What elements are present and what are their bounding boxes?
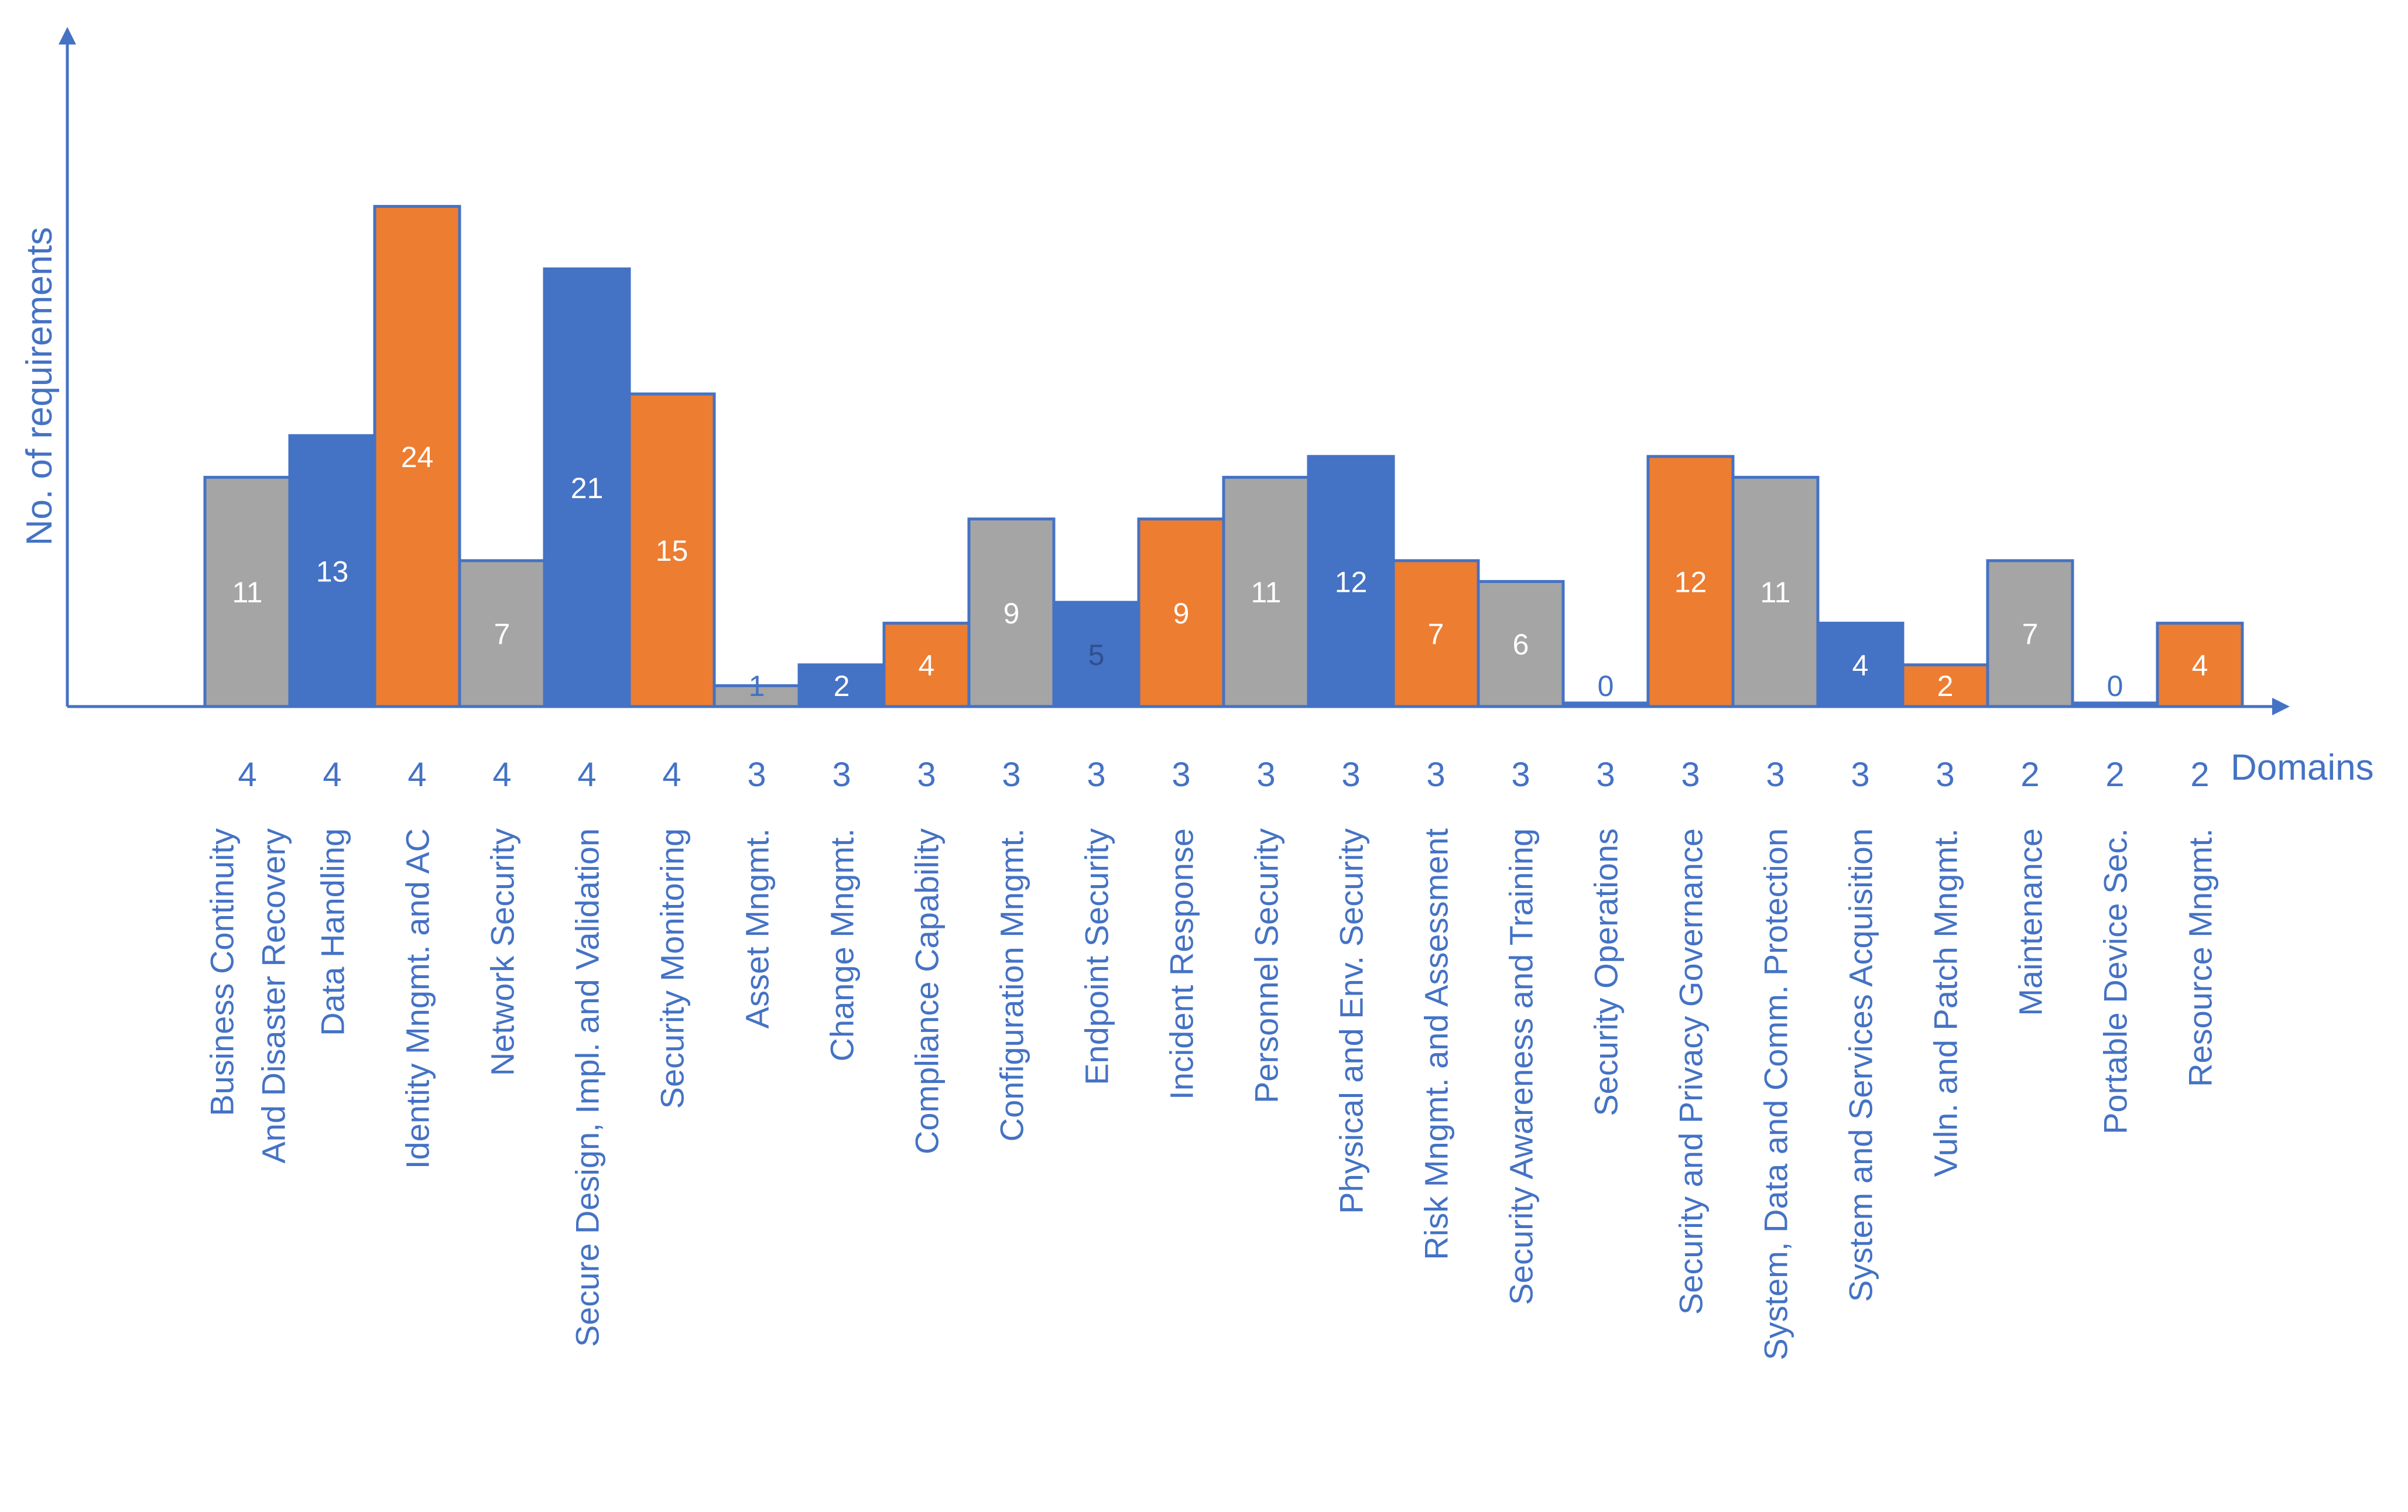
category-label: Security Awareness and Training — [1503, 828, 1540, 1305]
bar — [628, 392, 716, 708]
domain-count-label: 3 — [1851, 756, 1869, 794]
bar — [797, 663, 886, 708]
domain-count-label: 3 — [1172, 756, 1190, 794]
category-label: Vuln. and Patch Mngmt. — [1927, 828, 1964, 1177]
category-label: Physical and Env. Security — [1333, 828, 1370, 1214]
domain-count-label: 3 — [1256, 756, 1275, 794]
domain-count-label: 3 — [1936, 756, 1954, 794]
domain-count-label: 2 — [2020, 756, 2039, 794]
bar-value-label: 6 — [1513, 628, 1529, 661]
domain-count-label: 3 — [917, 756, 936, 794]
bar — [1137, 517, 1225, 708]
domain-count-label: 4 — [577, 756, 596, 794]
bar — [967, 517, 1056, 708]
bar-value-label: 5 — [1088, 639, 1105, 671]
bar-value-label: 21 — [571, 472, 604, 505]
category-label: Compliance Capability — [909, 828, 946, 1154]
bar-value-label: 11 — [1251, 576, 1282, 609]
bar-value-label: 2 — [834, 670, 850, 702]
bar-value-label: 4 — [1852, 649, 1869, 682]
domain-count-label: 4 — [407, 756, 426, 794]
domain-count-label: 4 — [662, 756, 681, 794]
category-label: Resource Mngmt. — [2182, 828, 2219, 1087]
bar — [1731, 475, 1820, 708]
category-label: Asset Mngmt. — [739, 828, 776, 1028]
category-label: Security Operations — [1588, 828, 1625, 1116]
domain-count-label: 2 — [2105, 756, 2124, 794]
bar-value-label: 7 — [2022, 618, 2039, 650]
domain-count-label: 3 — [1766, 756, 1784, 794]
x-axis-title: Domains — [2231, 748, 2374, 788]
bar-value-label: 0 — [1598, 670, 1614, 702]
bar — [1307, 455, 1395, 708]
domain-count-label: 4 — [323, 756, 341, 794]
domain-count-label: 3 — [747, 756, 766, 794]
category-label: Risk Mngmt. and Assessment — [1418, 828, 1455, 1260]
category-label: Network Security — [484, 828, 521, 1076]
bar — [373, 205, 461, 708]
category-label: Incident Response — [1163, 828, 1200, 1100]
bar — [1986, 559, 2074, 708]
category-label: Identity Mngmt. and AC — [399, 828, 436, 1169]
bar-value-label: 9 — [1173, 597, 1190, 630]
bar — [2156, 622, 2244, 708]
category-label: Data Handling — [314, 828, 351, 1036]
category-label: Secure Design, Impl. and Validation — [569, 828, 606, 1347]
bar — [203, 475, 292, 708]
bar-value-label: 15 — [656, 534, 689, 567]
domain-count-label: 4 — [238, 756, 256, 794]
bar-value-label: 13 — [316, 556, 349, 588]
bar-value-label: 7 — [1428, 618, 1444, 650]
category-label: Security Monitoring — [654, 828, 691, 1109]
domain-count-label: 3 — [832, 756, 851, 794]
category-label: Configuration Mngmt. — [994, 828, 1030, 1141]
bar-value-label: 4 — [2192, 649, 2208, 682]
bar-value-label: 0 — [2107, 670, 2123, 702]
domain-count-label: 3 — [1341, 756, 1360, 794]
domain-count-label: 3 — [1426, 756, 1445, 794]
bar-value-label: 1 — [749, 670, 765, 702]
category-label: Portable Device Sec. — [2097, 828, 2134, 1134]
category-label: Business Continuity — [204, 828, 241, 1116]
bar-value-label: 11 — [1760, 576, 1791, 609]
category-label: Endpoint Security — [1078, 828, 1115, 1085]
category-label: Personnel Security — [1248, 828, 1285, 1103]
axes-layer: No. of requirements Domains — [19, 27, 2374, 788]
bar — [1816, 622, 1905, 708]
bar — [1477, 580, 1565, 708]
labels-layer: 11 4 Business Continuity And Disaster Recov… — [204, 441, 2219, 1360]
domain-count-label: 3 — [1002, 756, 1020, 794]
bar-value-label: 11 — [232, 576, 263, 609]
bar-value-label: 2 — [1937, 670, 1954, 702]
bar-value-label: 9 — [1003, 597, 1020, 630]
category-label: And Disaster Recovery — [255, 828, 292, 1164]
category-label: Security and Privacy Governance — [1673, 828, 1710, 1315]
domain-count-label: 3 — [1596, 756, 1615, 794]
domain-count-label: 4 — [492, 756, 511, 794]
domain-count-label: 3 — [1087, 756, 1105, 794]
bars-layer — [203, 205, 2244, 708]
domain-count-label: 2 — [2190, 756, 2209, 794]
category-label: Maintenance — [2012, 828, 2049, 1016]
bar-value-label: 24 — [401, 441, 434, 474]
category-label: System and Services Acquisition — [1842, 828, 1879, 1302]
bar-value-label: 7 — [494, 618, 511, 650]
bar-value-label: 4 — [919, 649, 935, 682]
y-axis-title: No. of requirements — [19, 227, 60, 546]
bar-value-label: 12 — [1674, 565, 1707, 598]
domain-count-label: 3 — [1511, 756, 1530, 794]
category-label: System, Data and Comm. Protection — [1758, 828, 1794, 1360]
domain-count-label: 3 — [1681, 756, 1700, 794]
bar — [288, 434, 376, 708]
bar-value-label: 12 — [1335, 565, 1368, 598]
category-label: Change Mngmt. — [824, 828, 861, 1061]
